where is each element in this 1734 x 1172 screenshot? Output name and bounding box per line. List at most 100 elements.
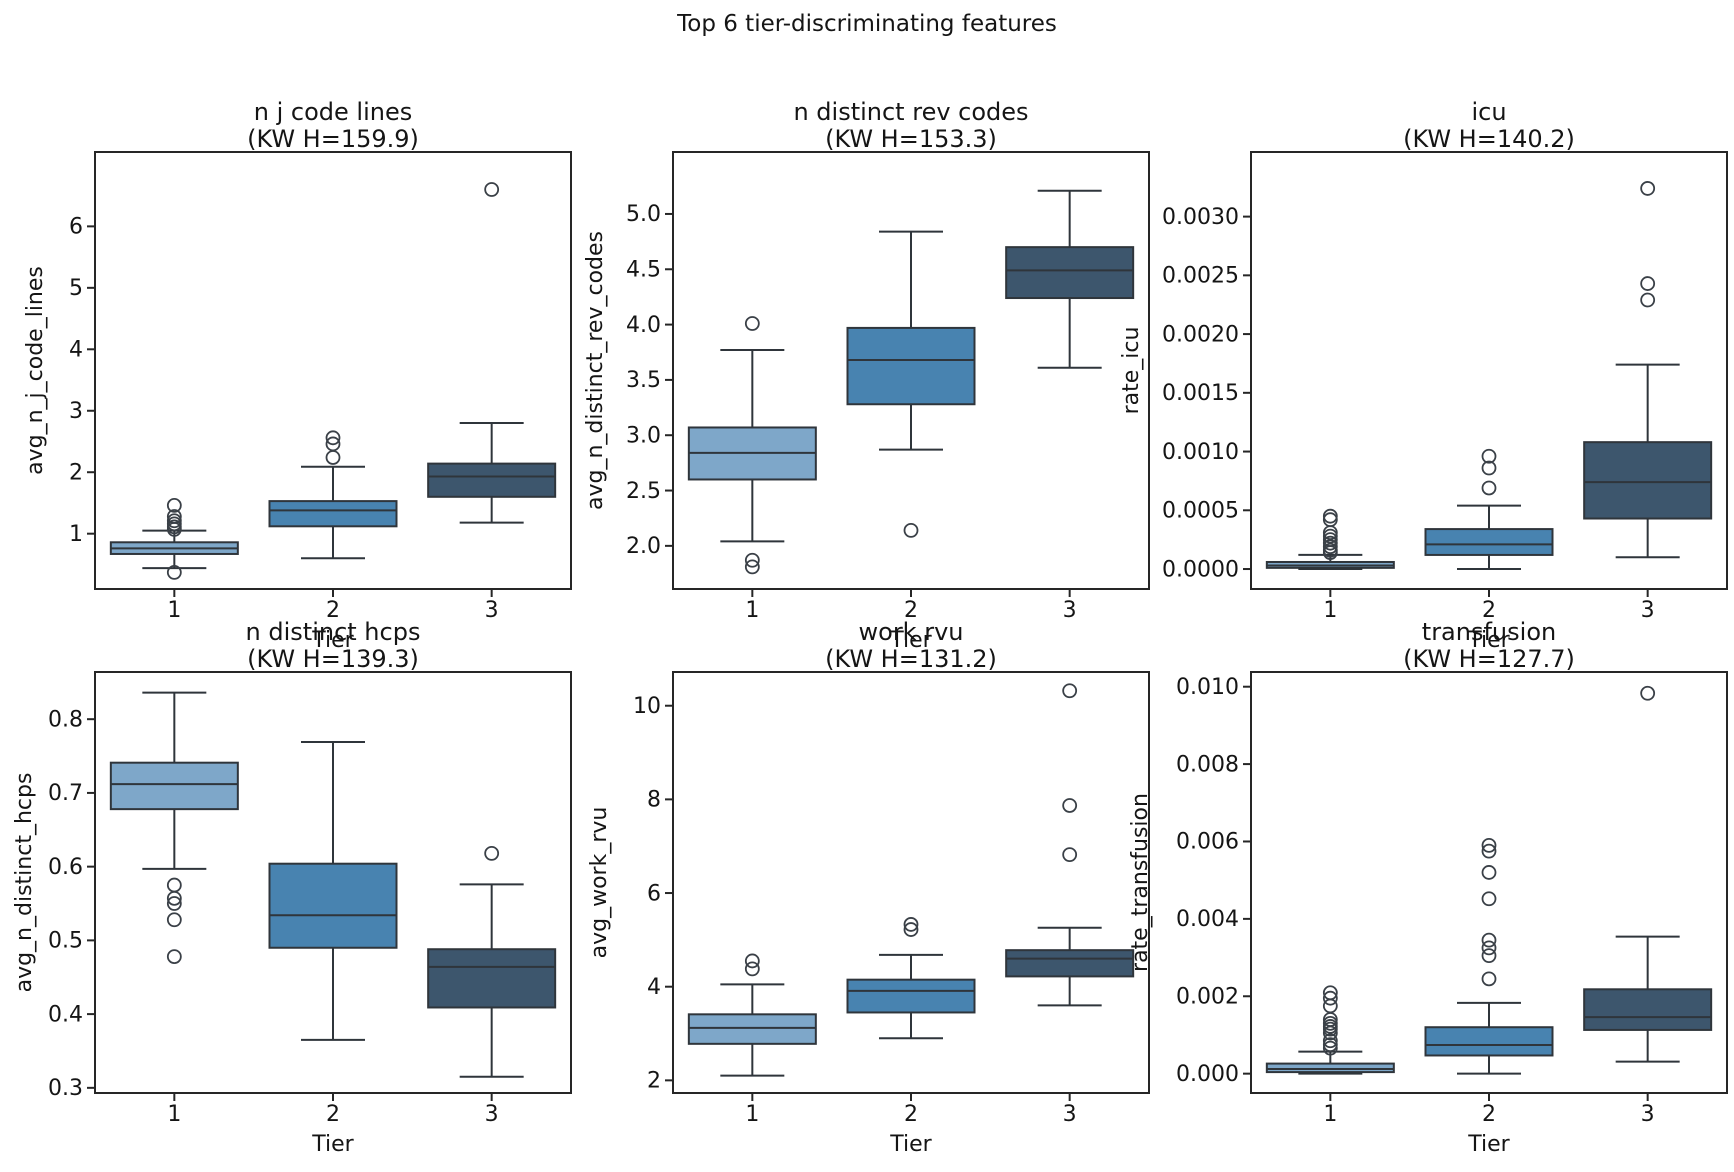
outlier-point [903, 917, 919, 932]
box-group-tier-1 [1265, 985, 1395, 1075]
iqr-box-tier-3 [427, 948, 557, 1009]
outlier-point [1481, 837, 1497, 853]
outlier-point [1481, 460, 1497, 476]
y-tick-label: 0.8 [48, 707, 83, 732]
iqr-box-tier-2 [268, 500, 398, 528]
x-axis-label: Tier [889, 1132, 932, 1157]
subplot-n-distinct-rev-codes: n distinct rev codes(KW H=153.3) 2.0 2.5 3.… [583, 98, 1150, 653]
x-tick-label: 3 [485, 1102, 499, 1127]
box-group-tier-1 [109, 498, 239, 580]
x-tick-label: 3 [1641, 598, 1655, 623]
outlier-point [1640, 685, 1656, 701]
subplot-title: n j code lines [254, 98, 412, 126]
y-tick-label: 0.0020 [1162, 322, 1239, 347]
box-group-tier-3 [1583, 685, 1713, 1063]
outlier-point [1640, 276, 1656, 291]
axes-spines [94, 671, 572, 1094]
x-tick-label: 3 [1063, 598, 1077, 623]
subplot-subtitle-kw: (KW H=127.7) [1403, 645, 1575, 673]
box-group-tier-3 [1005, 189, 1135, 369]
box-group-tier-3 [427, 182, 557, 524]
outlier-point [166, 890, 182, 906]
outlier-point [1322, 1037, 1338, 1053]
outlier-point [166, 498, 182, 513]
y-tick-label: 3 [69, 399, 83, 424]
x-axis-label: Tier [311, 1132, 354, 1157]
outlier-point [166, 949, 182, 964]
subplot-title: work rvu [859, 618, 964, 646]
axes-spines [94, 151, 572, 590]
outlier-point [1481, 480, 1497, 496]
y-tick-label: 2.0 [626, 534, 661, 559]
box-group-tier-3 [1583, 181, 1713, 559]
y-axis-label: avg_n_distinct_rev_codes [583, 231, 608, 510]
y-tick-label: 0.0000 [1162, 557, 1239, 582]
outlier-point [484, 182, 500, 197]
outlier-point [166, 912, 182, 928]
y-tick-label: 0.6 [48, 855, 83, 880]
x-tick-label: 1 [745, 598, 759, 623]
axes-spines [672, 671, 1150, 1094]
iqr-box-tier-3 [427, 462, 557, 498]
y-tick-label: 2 [69, 460, 83, 485]
y-tick-label: 1 [69, 522, 83, 547]
outlier-point [1481, 891, 1497, 907]
outlier-point [166, 896, 182, 911]
outlier-point [325, 430, 341, 446]
outlier-point [744, 552, 760, 568]
outlier-point [1322, 508, 1338, 524]
axes-spines [672, 151, 1150, 590]
outlier-point [484, 845, 500, 861]
subplot-title: transfusion [1422, 618, 1556, 646]
y-tick-label: 0.4 [48, 1002, 83, 1027]
x-tick-label: 3 [485, 598, 499, 623]
y-tick-label: 0.008 [1176, 752, 1239, 777]
y-tick-label: 0.004 [1176, 907, 1239, 932]
y-tick-label: 0.3 [48, 1076, 83, 1101]
box-group-tier-3 [427, 845, 557, 1078]
outlier-point [1322, 998, 1338, 1014]
y-axis-label: rate_transfusion [1128, 793, 1153, 972]
iqr-box-tier-2 [268, 862, 398, 949]
box-group-tier-3 [1005, 683, 1135, 1007]
y-tick-label: 2 [647, 1069, 661, 1094]
box-group-tier-2 [846, 917, 976, 1040]
y-tick-label: 0.0015 [1162, 381, 1239, 406]
outlier-point [1322, 1033, 1338, 1049]
iqr-box-tier-1 [687, 1013, 817, 1045]
y-tick-label: 4 [69, 338, 83, 363]
subplots-group: n j code lines(KW H=159.9) 1 2 3 4 5 6 avg_n_j_… [12, 98, 1728, 1157]
iqr-box-tier-1 [109, 761, 239, 811]
subplot-n-distinct-hcps: n distinct hcps(KW H=139.3) 0.3 0.4 0.5 0.6 0… [12, 618, 572, 1157]
box-group-tier-2 [268, 430, 398, 560]
y-tick-label: 0.002 [1176, 985, 1239, 1010]
outlier-point [1062, 683, 1078, 699]
y-tick-label: 4.0 [626, 313, 661, 338]
y-tick-label: 5.0 [626, 202, 661, 227]
y-axis-label: avg_n_j_code_lines [23, 266, 48, 475]
outlier-point [1062, 798, 1078, 813]
subplot-title: n distinct hcps [246, 618, 421, 646]
y-axis-label: avg_n_distinct_hcps [12, 773, 37, 993]
y-tick-label: 10 [633, 694, 661, 719]
subplot-subtitle-kw: (KW H=159.9) [247, 125, 419, 153]
outlier-point [1481, 948, 1497, 964]
y-tick-label: 0.0025 [1162, 264, 1239, 289]
box-group-tier-1 [109, 691, 239, 964]
iqr-box-tier-2 [846, 978, 976, 1014]
outlier-point [744, 953, 760, 969]
y-tick-label: 4 [647, 975, 661, 1000]
y-tick-label: 6 [647, 881, 661, 906]
y-axis-label: rate_icu [1119, 327, 1144, 415]
x-tick-label: 1 [167, 1102, 181, 1127]
iqr-box-tier-2 [1424, 528, 1554, 556]
outlier-point [1062, 847, 1078, 863]
box-group-tier-1 [1265, 508, 1395, 571]
outlier-point [1481, 448, 1497, 464]
x-axis-label: Tier [889, 628, 932, 653]
outlier-point [1322, 990, 1338, 1006]
axes-spines [1250, 151, 1728, 590]
box-group-tier-2 [268, 741, 398, 1041]
